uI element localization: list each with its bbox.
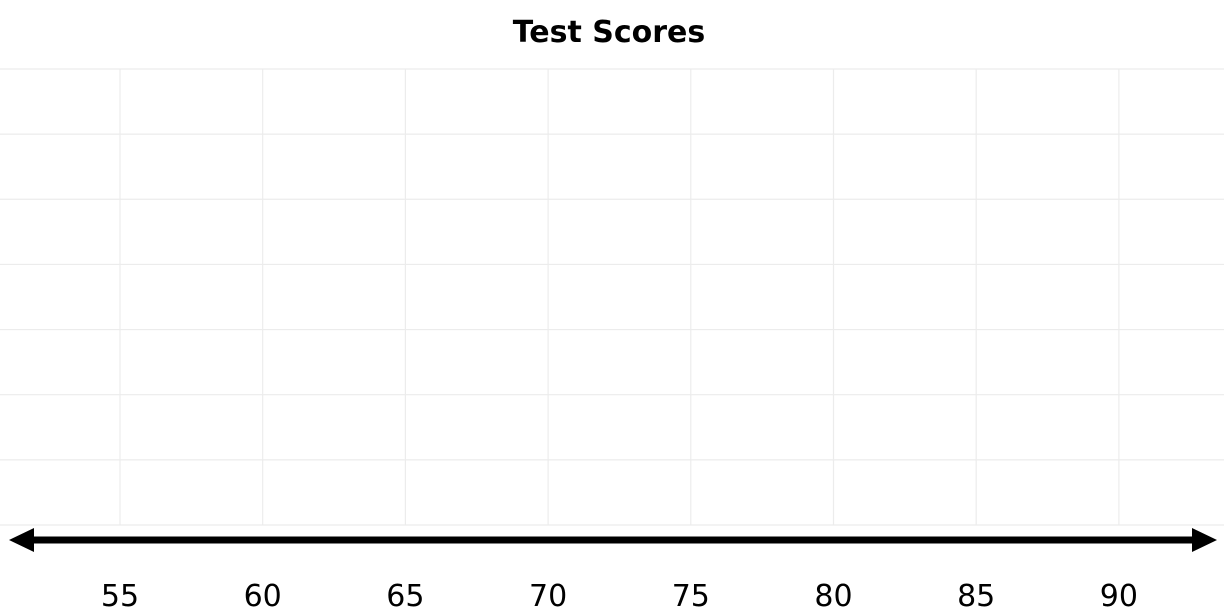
x-tick-label: 55 [101,579,139,614]
x-axis [9,528,1217,552]
x-tick-label: 85 [957,579,995,614]
x-tick-label: 75 [672,579,710,614]
grid [0,68,1224,526]
right-arrow-icon [1192,528,1217,552]
x-tick-label: 65 [386,579,424,614]
x-tick-label: 70 [529,579,567,614]
left-arrow-icon [9,528,34,552]
x-tick-labels: 55 60 65 70 75 80 85 90 [101,579,1138,614]
x-tick-label: 80 [814,579,852,614]
chart-title: Test Scores [513,15,705,50]
x-tick-label: 90 [1100,579,1138,614]
x-tick-label: 60 [244,579,282,614]
